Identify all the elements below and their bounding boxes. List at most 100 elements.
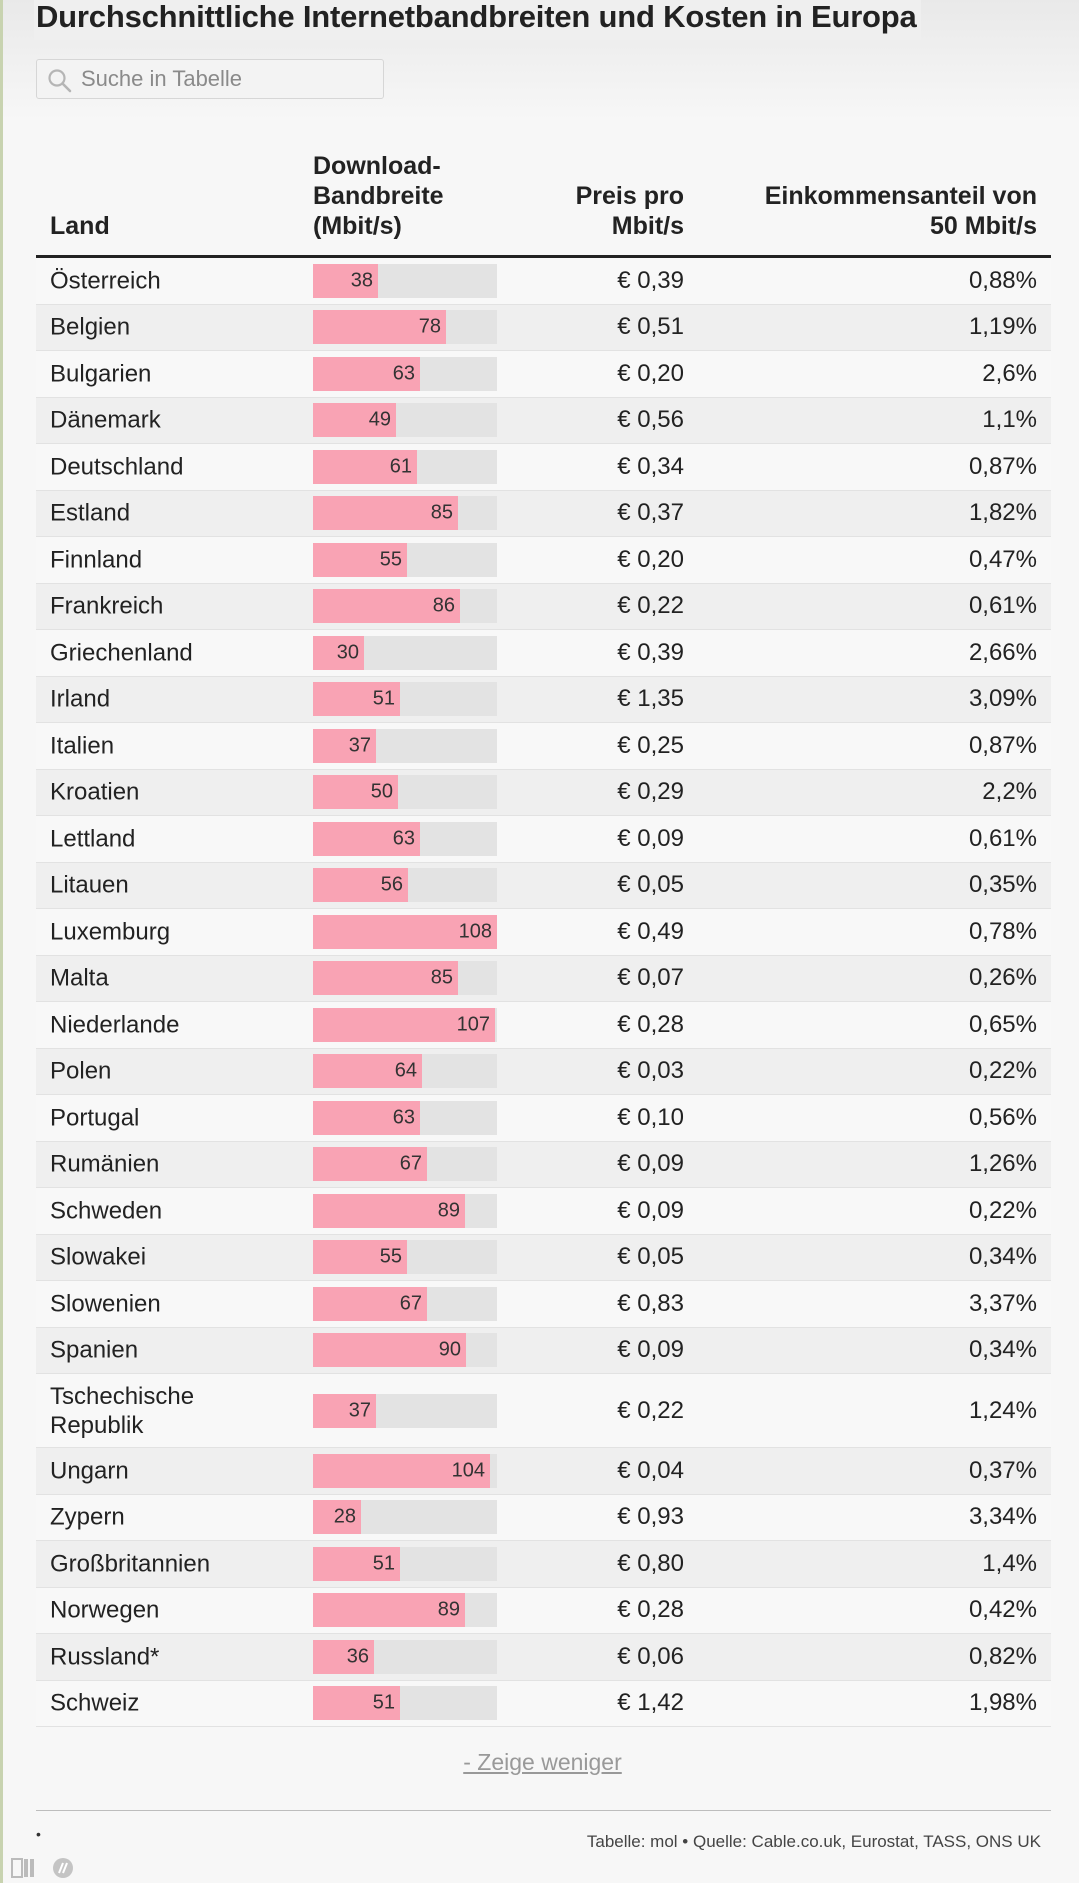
bandwidth-bar: 67 bbox=[313, 1147, 427, 1182]
bandwidth-bar-track: 67 bbox=[313, 1147, 497, 1182]
cell-einkommensanteil: 2,6% bbox=[982, 359, 1037, 387]
bandwidth-value: 50 bbox=[370, 780, 393, 803]
cell-preis: € 0,25 bbox=[617, 731, 684, 759]
table-row: Niederlande 107 € 0,28 0,65% bbox=[36, 1002, 1051, 1049]
cell-land: Finnland bbox=[50, 546, 143, 574]
bandwidth-bar-track: 30 bbox=[313, 635, 497, 670]
reader-icon[interactable] bbox=[11, 1857, 37, 1884]
header-bandwidth[interactable]: Download- Bandbreite (Mbit/s) bbox=[313, 152, 444, 240]
bandwidth-value: 86 bbox=[432, 594, 455, 617]
table-row: Bulgarien 63 € 0,20 2,6% bbox=[36, 351, 1051, 398]
footer-dot: • bbox=[36, 1826, 41, 1842]
table-row: Italien 37 € 0,25 0,87% bbox=[36, 723, 1051, 770]
cell-einkommensanteil: 0,61% bbox=[968, 824, 1037, 852]
bandwidth-bar: 90 bbox=[313, 1333, 466, 1368]
search-icon bbox=[48, 69, 72, 93]
bandwidth-bar: 78 bbox=[313, 310, 446, 345]
bandwidth-bar-track: 50 bbox=[313, 775, 497, 810]
bandwidth-bar: 61 bbox=[313, 449, 417, 484]
bandwidth-bar: 55 bbox=[313, 1240, 407, 1275]
cell-preis: € 0,80 bbox=[617, 1549, 684, 1577]
cell-einkommensanteil: 1,1% bbox=[982, 406, 1037, 434]
table-row: Belgien 78 € 0,51 1,19% bbox=[36, 304, 1051, 351]
table-row: Slowakei 55 € 0,05 0,34% bbox=[36, 1234, 1051, 1281]
source-note: Tabelle: mol • Quelle: Cable.co.uk, Euro… bbox=[586, 1832, 1041, 1851]
bandwidth-value: 104 bbox=[451, 1459, 485, 1482]
cell-land: Polen bbox=[50, 1057, 112, 1085]
bandwidth-bar: 56 bbox=[313, 868, 408, 903]
bandwidth-value: 55 bbox=[379, 1245, 402, 1268]
cell-einkommensanteil: 0,34% bbox=[968, 1243, 1037, 1271]
table-row: Schweden 89 € 0,09 0,22% bbox=[36, 1188, 1051, 1235]
cell-land: Kroatien bbox=[50, 778, 140, 806]
search-input[interactable] bbox=[81, 64, 371, 94]
bandwidth-bar-track: 55 bbox=[313, 1240, 497, 1275]
table-row: Lettland 63 € 0,09 0,61% bbox=[36, 816, 1051, 863]
cell-einkommensanteil: 0,35% bbox=[968, 871, 1037, 899]
cell-einkommensanteil: 3,09% bbox=[968, 685, 1037, 713]
cell-preis: € 0,06 bbox=[617, 1642, 684, 1670]
cell-land: Griechenland bbox=[50, 639, 193, 667]
table-row: Irland 51 € 1,35 3,09% bbox=[36, 676, 1051, 723]
cell-preis: € 0,22 bbox=[617, 1396, 684, 1424]
bandwidth-bar-track: 104 bbox=[313, 1453, 497, 1488]
bandwidth-bar-track: 61 bbox=[313, 449, 497, 484]
bandwidth-value: 38 bbox=[350, 269, 373, 292]
cell-land: Deutschland bbox=[50, 453, 184, 481]
cell-land: Luxemburg bbox=[50, 918, 171, 946]
cell-einkommensanteil: 3,34% bbox=[968, 1503, 1037, 1531]
page-title: Durchschnittliche Internetbandbreiten un… bbox=[34, 0, 921, 40]
table-row: Kroatien 50 € 0,29 2,2% bbox=[36, 769, 1051, 816]
cell-einkommensanteil: 0,37% bbox=[968, 1456, 1037, 1484]
bandwidth-bar-track: 51 bbox=[313, 682, 497, 717]
bandwidth-value: 67 bbox=[399, 1152, 422, 1175]
cell-land: Ungarn bbox=[50, 1457, 129, 1485]
bandwidth-bar-track: 85 bbox=[313, 496, 497, 531]
table-row: Deutschland 61 € 0,34 0,87% bbox=[36, 444, 1051, 491]
cell-einkommensanteil: 1,98% bbox=[968, 1689, 1037, 1717]
cell-land: Schweden bbox=[50, 1197, 163, 1225]
table-body: Österreich 38 € 0,39 0,88% Belgien 78 € 0,51 1,… bbox=[36, 258, 1051, 1727]
bandwidth-bar: 107 bbox=[313, 1007, 495, 1042]
table-row: Slowenien 67 € 0,83 3,37% bbox=[36, 1281, 1051, 1328]
bandwidth-bar-track: 107 bbox=[313, 1007, 497, 1042]
search-box[interactable] bbox=[36, 59, 384, 99]
bandwidth-bar: 67 bbox=[313, 1286, 427, 1321]
show-less-link[interactable]: - Zeige weniger bbox=[463, 1749, 622, 1775]
bandwidth-bar: 89 bbox=[313, 1193, 465, 1228]
table-row: Malta 85 € 0,07 0,26% bbox=[36, 955, 1051, 1002]
table-row: Polen 64 € 0,03 0,22% bbox=[36, 1048, 1051, 1095]
cell-preis: € 0,51 bbox=[617, 313, 684, 341]
header-preis[interactable]: Preis pro Mbit/s bbox=[575, 182, 684, 240]
cell-preis: € 0,10 bbox=[617, 1103, 684, 1131]
bandwidth-value: 63 bbox=[392, 1106, 415, 1129]
table-row: Estland 85 € 0,37 1,82% bbox=[36, 490, 1051, 537]
header-einkommensanteil[interactable]: Einkommensanteil von 50 Mbit/s bbox=[764, 182, 1037, 240]
bandwidth-bar-track: 63 bbox=[313, 1100, 497, 1135]
cell-land: Lettland bbox=[50, 825, 136, 853]
bandwidth-value: 78 bbox=[418, 315, 441, 338]
bandwidth-bar: 86 bbox=[313, 589, 460, 624]
bandwidth-bar-track: 108 bbox=[313, 914, 497, 949]
cell-einkommensanteil: 2,2% bbox=[982, 778, 1037, 806]
bandwidth-bar: 51 bbox=[313, 682, 400, 717]
bandwidth-value: 85 bbox=[430, 966, 453, 989]
bandwidth-bar-track: 51 bbox=[313, 1686, 497, 1721]
cell-land: Frankreich bbox=[50, 592, 164, 620]
table-row: Dänemark 49 € 0,56 1,1% bbox=[36, 397, 1051, 444]
header-land[interactable]: Land bbox=[50, 212, 110, 240]
bandwidth-value: 90 bbox=[438, 1338, 461, 1361]
cell-land: Irland bbox=[50, 685, 111, 713]
cell-preis: € 0,05 bbox=[617, 871, 684, 899]
cell-preis: € 0,29 bbox=[617, 778, 684, 806]
bandwidth-bar: 85 bbox=[313, 961, 458, 996]
cell-land: Norwegen bbox=[50, 1596, 160, 1624]
table-row: Schweiz 51 € 1,42 1,98% bbox=[36, 1680, 1051, 1727]
cell-einkommensanteil: 1,19% bbox=[968, 313, 1037, 341]
bandwidth-bar-track: 89 bbox=[313, 1593, 497, 1628]
footer-icons bbox=[11, 1856, 85, 1885]
bandwidth-value: 30 bbox=[336, 641, 359, 664]
footer-divider bbox=[36, 1810, 1051, 1811]
datawrapper-icon[interactable] bbox=[51, 1856, 75, 1885]
